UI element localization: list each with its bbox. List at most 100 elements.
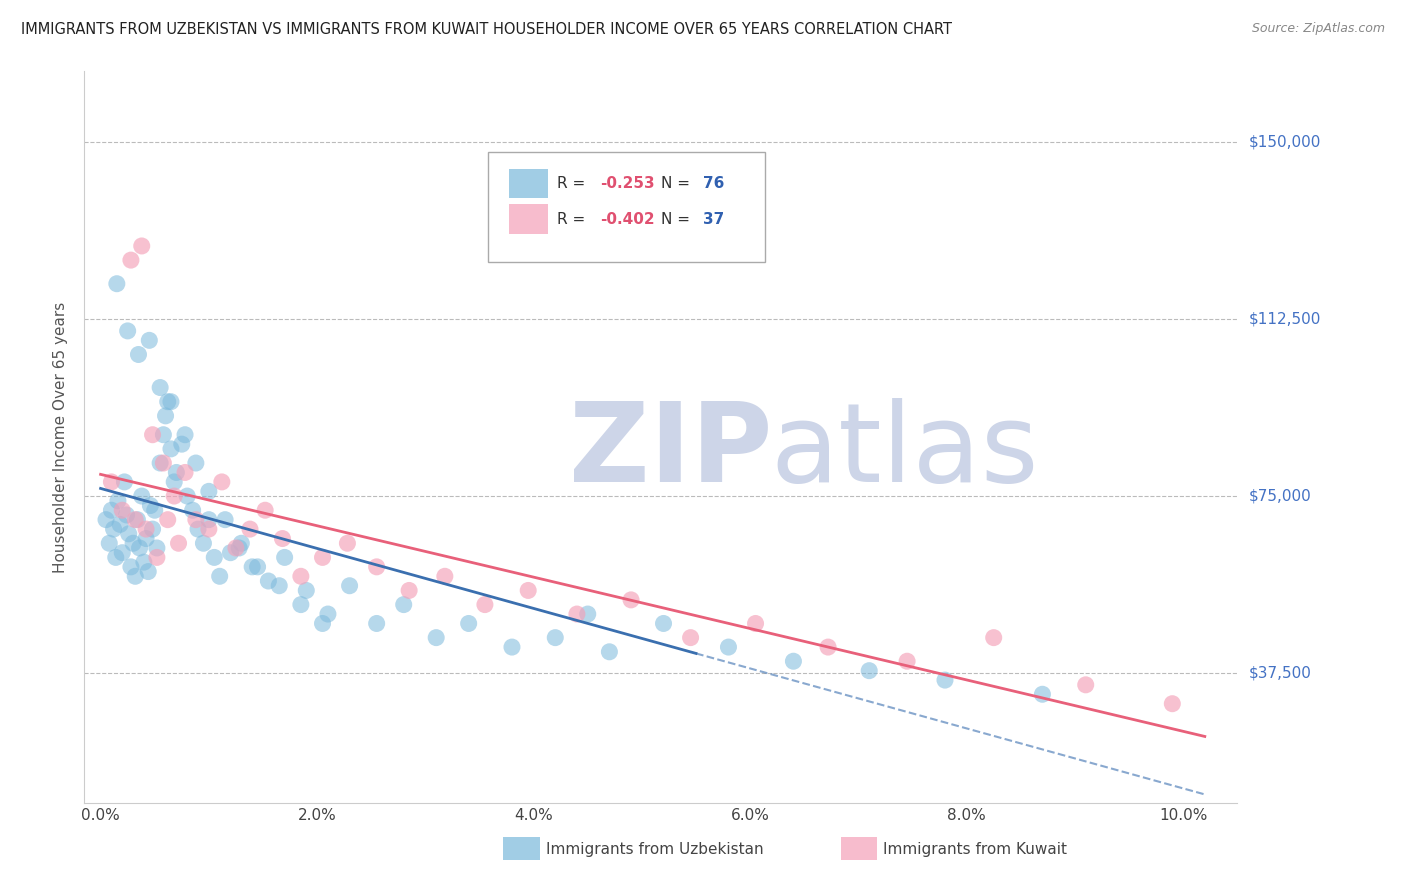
Point xyxy=(896,654,918,668)
Text: N =: N = xyxy=(661,211,695,227)
Point xyxy=(366,616,388,631)
Point xyxy=(208,569,231,583)
Point xyxy=(211,475,233,489)
Point xyxy=(1031,687,1053,701)
Point xyxy=(124,569,146,583)
Point xyxy=(598,645,620,659)
Point xyxy=(744,616,766,631)
Y-axis label: Householder Income Over 65 years: Householder Income Over 65 years xyxy=(53,301,69,573)
Point xyxy=(817,640,839,654)
Text: $75,000: $75,000 xyxy=(1249,489,1312,504)
Point xyxy=(311,550,333,565)
Point xyxy=(94,513,117,527)
Point xyxy=(103,522,125,536)
Point xyxy=(240,559,263,574)
Point xyxy=(474,598,496,612)
Point xyxy=(652,616,675,631)
Point xyxy=(165,466,187,480)
Point xyxy=(225,541,247,555)
Point xyxy=(202,550,225,565)
Point xyxy=(105,277,128,291)
Point xyxy=(198,484,221,499)
Point xyxy=(174,466,197,480)
Point xyxy=(181,503,204,517)
Point xyxy=(142,522,165,536)
Point xyxy=(290,598,312,612)
Point xyxy=(246,559,269,574)
Point xyxy=(111,503,134,517)
Point xyxy=(149,456,172,470)
Point xyxy=(139,499,162,513)
Point xyxy=(184,513,207,527)
Point xyxy=(112,475,135,489)
Point xyxy=(228,541,250,555)
Point xyxy=(316,607,339,621)
Point xyxy=(127,347,149,361)
Point xyxy=(1074,678,1097,692)
Point xyxy=(239,522,262,536)
Point xyxy=(290,569,312,583)
Point xyxy=(120,559,142,574)
Point xyxy=(184,456,207,470)
Point xyxy=(198,513,221,527)
Point xyxy=(231,536,253,550)
Point xyxy=(155,409,177,423)
Point xyxy=(193,536,215,550)
Point xyxy=(254,503,277,517)
Point xyxy=(152,427,174,442)
Point xyxy=(433,569,456,583)
Point xyxy=(311,616,333,631)
Point xyxy=(98,536,121,550)
Text: Immigrants from Kuwait: Immigrants from Kuwait xyxy=(883,842,1067,856)
Point xyxy=(146,550,169,565)
Point xyxy=(117,324,139,338)
Point xyxy=(934,673,956,687)
Point xyxy=(143,503,166,517)
Point xyxy=(425,631,447,645)
FancyBboxPatch shape xyxy=(509,204,548,234)
Point xyxy=(187,522,209,536)
Point xyxy=(124,513,146,527)
Point xyxy=(156,513,179,527)
Point xyxy=(118,526,141,541)
Point xyxy=(163,489,186,503)
Point xyxy=(517,583,540,598)
Point xyxy=(146,541,169,555)
Text: R =: R = xyxy=(557,176,591,191)
Point xyxy=(679,631,702,645)
Point xyxy=(111,546,134,560)
Point xyxy=(132,555,155,569)
Point xyxy=(257,574,280,588)
Text: $112,500: $112,500 xyxy=(1249,311,1320,326)
Point xyxy=(127,513,149,527)
Point xyxy=(273,550,295,565)
Text: 37: 37 xyxy=(703,211,724,227)
Point xyxy=(717,640,740,654)
Point xyxy=(122,536,145,550)
Text: -0.253: -0.253 xyxy=(600,176,654,191)
Point xyxy=(152,456,174,470)
Point xyxy=(620,593,643,607)
Point xyxy=(271,532,294,546)
Point xyxy=(100,475,122,489)
Point xyxy=(160,442,183,456)
Point xyxy=(269,579,291,593)
Point xyxy=(163,475,186,489)
Text: Source: ZipAtlas.com: Source: ZipAtlas.com xyxy=(1251,22,1385,36)
Point xyxy=(198,522,221,536)
Point xyxy=(115,508,138,522)
Text: -0.402: -0.402 xyxy=(600,211,654,227)
Point xyxy=(457,616,479,631)
Point xyxy=(219,546,242,560)
Point xyxy=(167,536,190,550)
Point xyxy=(858,664,880,678)
Point xyxy=(174,427,197,442)
Point xyxy=(138,334,160,348)
Point xyxy=(149,380,172,394)
Point xyxy=(128,541,150,555)
Point xyxy=(983,631,1005,645)
Point xyxy=(136,565,159,579)
FancyBboxPatch shape xyxy=(488,152,765,261)
Point xyxy=(392,598,415,612)
Point xyxy=(107,493,129,508)
